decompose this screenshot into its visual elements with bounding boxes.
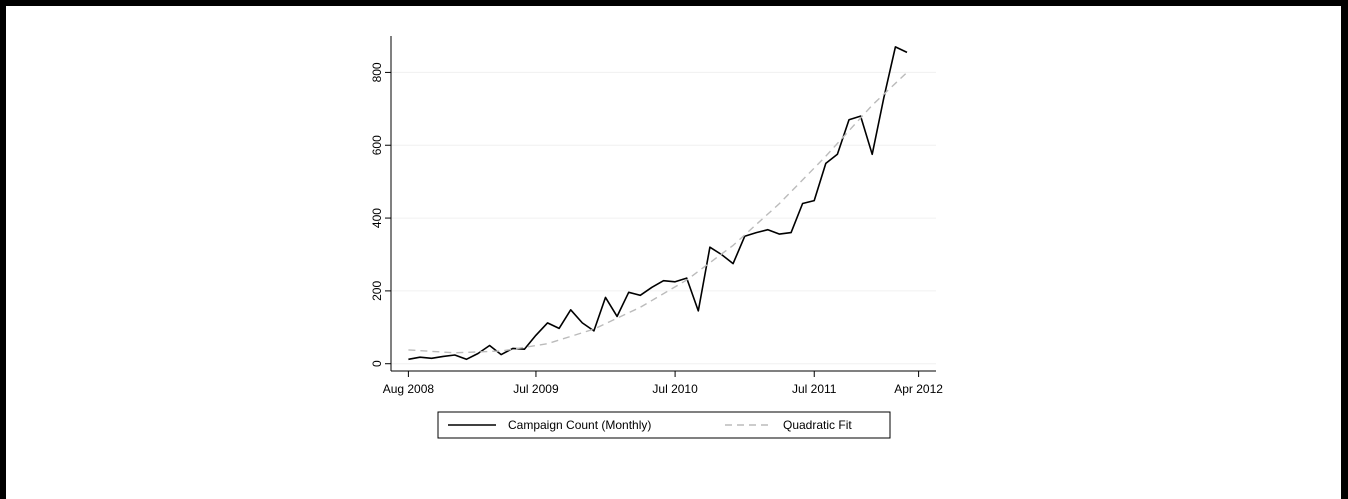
chart: 0 200 400 600 800 Aug 2008 Jul 2009 Jul 2010 Jul… [370,36,943,439]
gridlines [391,71,936,365]
axes: 0 200 400 600 800 Aug 2008 Jul 2009 Jul 2010 Jul… [370,36,943,396]
y-tick-label-1: 200 [370,281,384,301]
x-tick-label-0: Aug 2008 [383,382,435,396]
figure-frame: 0 200 400 600 800 Aug 2008 Jul 2009 Jul 2010 Jul… [6,6,1341,499]
series-line-campaign-count [408,46,908,361]
legend-box [437,411,891,439]
x-tick-label-2: Jul 2010 [652,382,698,396]
x-tick-label-3: Jul 2011 [792,382,837,396]
y-tick-label-2: 400 [370,208,384,228]
legend: Campaign Count (Monthly) Quadratic Fit [437,411,891,439]
legend-label-quadratic-fit: Quadratic Fit [783,418,852,432]
y-tick-label-3: 600 [370,135,384,155]
series-layer [408,46,908,361]
y-tick-label-0: 0 [370,360,384,367]
x-tick-label-1: Jul 2009 [513,382,559,396]
series-line-quadratic-fit [408,71,908,354]
x-tick-label-4: Apr 2012 [894,382,943,396]
legend-label-campaign-count: Campaign Count (Monthly) [508,418,651,432]
y-tick-label-4: 800 [370,62,384,82]
